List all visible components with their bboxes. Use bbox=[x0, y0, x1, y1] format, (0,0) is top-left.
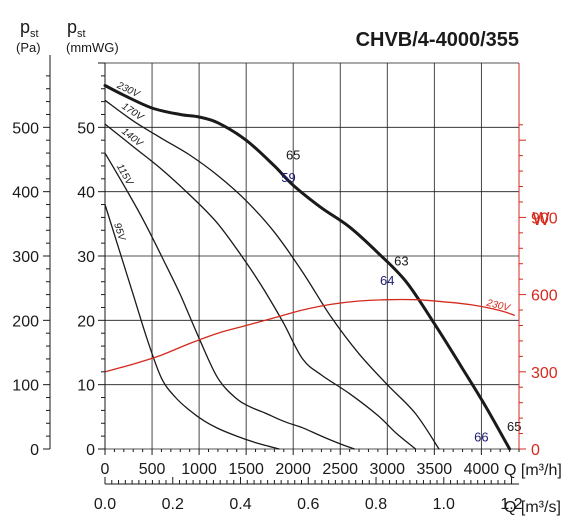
x-axis-m3h-tick-label-8: 4000 bbox=[464, 461, 500, 478]
y-axis-pa-tick-label-3: 300 bbox=[12, 249, 39, 266]
x-axis-m3h-tick-label-1: 500 bbox=[139, 461, 166, 478]
noise-annotation-0: 65 bbox=[286, 148, 300, 163]
noise-annotation-5: 65 bbox=[507, 419, 521, 434]
curves-layer bbox=[103, 84, 515, 451]
series-line-1 bbox=[104, 99, 440, 450]
chart-title: CHVB/4-4000/355 bbox=[356, 29, 519, 51]
x-axis-m3s-label: Q [m³/s] bbox=[504, 499, 561, 516]
noise-annotation-4: 66 bbox=[474, 429, 488, 444]
y-axis-w-tick-label-1: 300 bbox=[531, 365, 558, 382]
y-axis-mmwg-tick-label-1: 10 bbox=[77, 378, 95, 395]
y-axis-pa-tick-label-1: 100 bbox=[12, 378, 39, 395]
noise-annotation-2: 63 bbox=[394, 254, 408, 269]
noise-annotation-3: 64 bbox=[380, 273, 394, 288]
series-label-3: 115V bbox=[114, 162, 135, 188]
y-axis-pa-unit: (Pa) bbox=[16, 40, 41, 55]
x-axis-m3s-tick-label-2: 0.4 bbox=[229, 496, 251, 513]
y-axis-w-tick-label-2: 600 bbox=[531, 288, 558, 305]
grid-layer bbox=[104, 62, 519, 450]
series-line-5 bbox=[104, 298, 515, 373]
x-axis-m3h-tick-label-3: 1500 bbox=[228, 461, 264, 478]
y-axis-mmwg-tick-label-4: 40 bbox=[77, 185, 95, 202]
series-line-0 bbox=[103, 84, 512, 451]
x-axis-m3h-tick-label-2: 1000 bbox=[181, 461, 217, 478]
series-line-2 bbox=[104, 123, 417, 450]
y-axis-w-tick-label-0: 0 bbox=[531, 442, 540, 459]
x-axis-m3h-tick-label-5: 2500 bbox=[322, 461, 358, 478]
y-axis-mmwg-tick-label-0: 0 bbox=[86, 442, 95, 459]
x-axis-m3s-tick-label-5: 1.0 bbox=[433, 496, 455, 513]
y-axis-pa-tick-label-4: 400 bbox=[12, 185, 39, 202]
y-axis-pa-header: pst (Pa) bbox=[16, 17, 41, 55]
y-axis-pa-tick-label-5: 500 bbox=[12, 120, 39, 137]
series-label-5: 230V bbox=[485, 298, 513, 315]
noise-annotation-1: 59 bbox=[281, 170, 295, 185]
x-axis-m3h-tick-label-7: 3500 bbox=[417, 461, 453, 478]
x-axis-m3h-tick-label-4: 2000 bbox=[275, 461, 311, 478]
y-axis-mmwg-tick-label-3: 30 bbox=[77, 249, 95, 266]
y-axis-mmwg-tick-label-2: 20 bbox=[77, 313, 95, 330]
series-line-3 bbox=[104, 152, 355, 450]
y-axis-pa-tick-label-2: 200 bbox=[12, 313, 39, 330]
y-axis-pa-tick-label-0: 0 bbox=[30, 442, 39, 459]
y-axis-w-tick-label-3: 900 bbox=[531, 210, 558, 227]
y-axis-mmwg-label: pst bbox=[67, 17, 86, 40]
y-axis-mmwg-unit: (mmWG) bbox=[66, 40, 119, 55]
x-axis-m3h-tick-label-0: 0 bbox=[101, 461, 110, 478]
y-axis-mmwg-header: pst (mmWG) bbox=[66, 17, 119, 55]
y-axis-mmwg-tick-label-5: 50 bbox=[77, 120, 95, 137]
x-axis-m3s-tick-label-1: 0.2 bbox=[162, 496, 184, 513]
x-axis-m3s-tick-label-4: 0.8 bbox=[365, 496, 387, 513]
y-axis-pa-label: pst bbox=[20, 17, 39, 40]
x-axis-m3s-tick-label-3: 0.6 bbox=[297, 496, 319, 513]
x-axis-m3s-tick-label-0: 0.0 bbox=[94, 496, 116, 513]
series-label-4: 95V bbox=[111, 222, 127, 244]
x-axis-m3h-label: Q [m³/h] bbox=[504, 462, 562, 479]
y-axis-w-label: W bbox=[533, 209, 550, 229]
x-axis-m3s-tick-label-6: 1.2 bbox=[500, 496, 522, 513]
series-line-4 bbox=[104, 203, 280, 450]
x-axis-m3h-tick-label-6: 3000 bbox=[369, 461, 405, 478]
